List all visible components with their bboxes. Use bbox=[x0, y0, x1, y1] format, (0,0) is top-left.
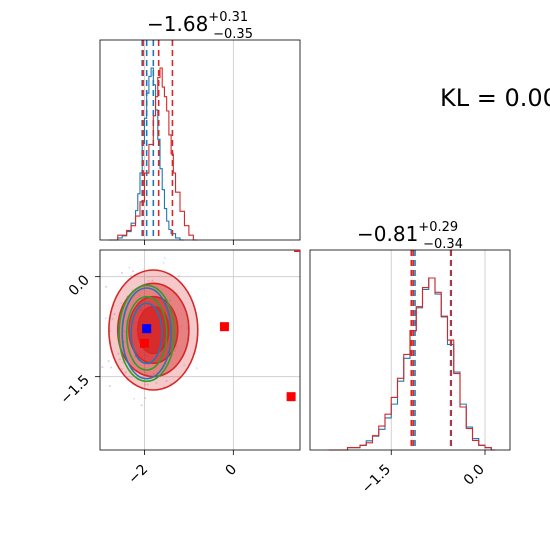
bl-marker-red-2 bbox=[286, 392, 296, 402]
bl-cloud-point bbox=[186, 327, 189, 330]
bl-cloud-point bbox=[175, 345, 178, 348]
bl-cloud-point bbox=[144, 383, 147, 386]
bl-cloud-point bbox=[131, 289, 134, 292]
bl-cloud-point bbox=[180, 325, 183, 328]
bl-cloud-point bbox=[147, 383, 150, 386]
bl-cloud-point bbox=[162, 261, 165, 264]
bl-cloud-point bbox=[109, 329, 112, 332]
bl-marker-blue-0 bbox=[142, 324, 152, 334]
bl-cloud-point bbox=[120, 367, 123, 370]
bl-cloud-point bbox=[134, 355, 137, 358]
tl-title: −1.68+0.31 −0.35 bbox=[147, 10, 253, 42]
bl-cloud-point bbox=[123, 330, 126, 333]
bl-frame bbox=[99, 249, 301, 451]
bl-cloud-point bbox=[144, 397, 147, 400]
bl-cloud-point bbox=[140, 404, 143, 407]
bl-cloud-point bbox=[165, 380, 168, 383]
bl-cloud-point bbox=[124, 371, 127, 374]
bl-contour-2-0 bbox=[121, 287, 172, 380]
bl-cloud-point bbox=[101, 366, 104, 369]
bl-cloud-point bbox=[155, 381, 158, 384]
bl-cloud-point bbox=[132, 270, 135, 273]
tl-hist-series-0 bbox=[113, 67, 184, 241]
br-hist-series-1 bbox=[328, 277, 496, 451]
bl-cloud-point bbox=[108, 385, 111, 388]
bl-cloud-point bbox=[128, 266, 131, 269]
bl-cloud-point bbox=[195, 367, 198, 370]
bl-cloud-point bbox=[118, 358, 121, 361]
bl-cloud-point bbox=[177, 275, 180, 278]
bl-cloud-point bbox=[151, 279, 154, 282]
bl-cloud-point bbox=[133, 397, 136, 400]
bl-cloud-point bbox=[104, 317, 107, 320]
tl-frame bbox=[99, 39, 301, 241]
bl-contour-1-1 bbox=[125, 295, 168, 371]
bl-cloud-point bbox=[163, 256, 166, 259]
bl-cloud-point bbox=[146, 275, 149, 278]
bl-cloud-point bbox=[147, 279, 150, 282]
bl-cloud-point bbox=[130, 275, 133, 278]
bl-cloud-point bbox=[117, 352, 120, 355]
bl-cloud-point bbox=[122, 361, 125, 364]
bl-cloud-point bbox=[144, 371, 147, 374]
bl-cloud-point bbox=[169, 299, 172, 302]
tl-hist-series-1 bbox=[108, 67, 198, 241]
bl-cloud-point bbox=[120, 302, 123, 305]
bl-cloud-point bbox=[105, 285, 108, 288]
bl-cloud-point bbox=[183, 364, 186, 367]
bl-cloud-point bbox=[110, 366, 113, 369]
bl-cloud-point bbox=[113, 313, 116, 316]
bl-cloud-point bbox=[152, 372, 155, 375]
bl-contour-1-0 bbox=[118, 284, 176, 383]
br-title: −0.81+0.29 −0.34 bbox=[357, 220, 463, 252]
bl-cloud-point bbox=[120, 271, 123, 274]
bl-cloud-point bbox=[146, 373, 149, 376]
kl-annotation: KL = 0.00 bbox=[440, 84, 550, 112]
bl-contour-2-1 bbox=[130, 302, 164, 365]
bl-marker-red-1 bbox=[219, 322, 229, 332]
br-frame bbox=[309, 249, 511, 451]
bl-marker-red-3 bbox=[139, 338, 149, 348]
bl-cloud-point bbox=[173, 349, 176, 352]
bl-cloud-point bbox=[107, 360, 110, 363]
bl-cloud-point bbox=[111, 317, 114, 320]
bl-cloud-point bbox=[138, 294, 141, 297]
